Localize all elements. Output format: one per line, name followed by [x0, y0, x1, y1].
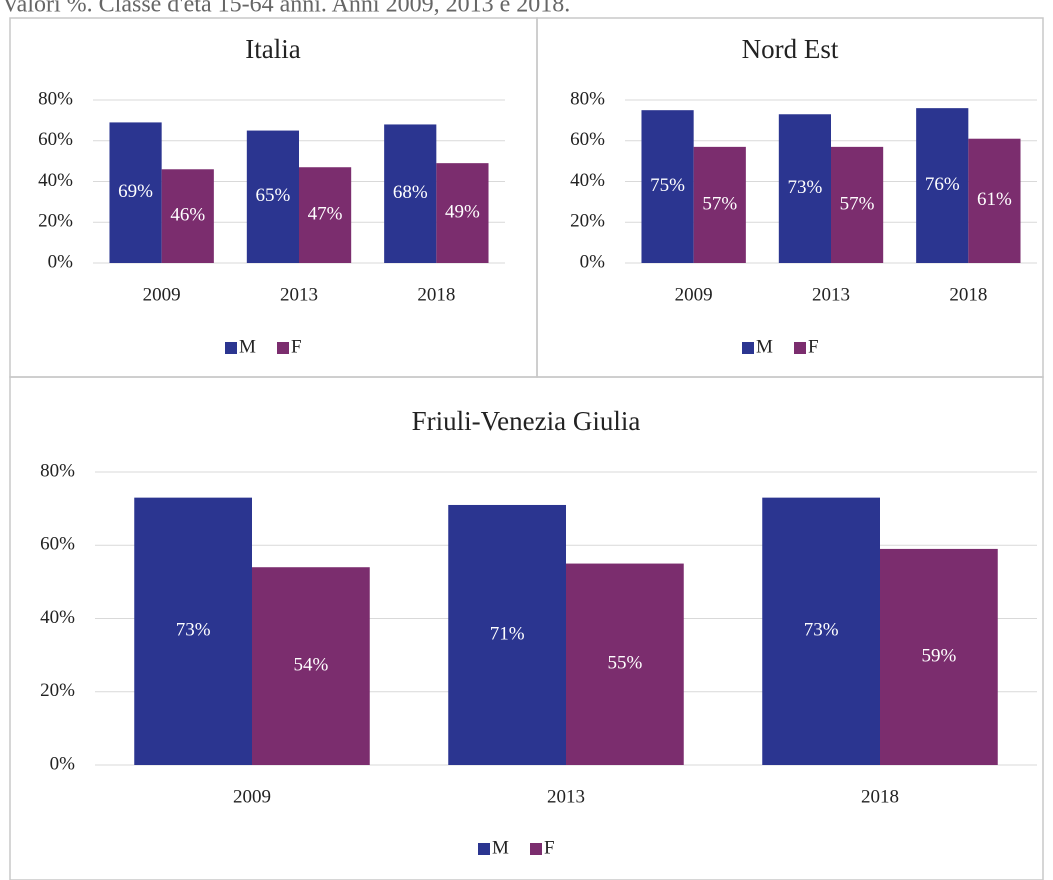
- x-tick-label: 2018: [949, 284, 987, 305]
- chart-title: Friuli-Venezia Giulia: [412, 406, 641, 436]
- bar: [299, 167, 352, 263]
- data-label: 75%: [650, 175, 685, 196]
- chart-title: Nord Est: [742, 34, 839, 64]
- bar: [246, 130, 299, 263]
- bar: [566, 563, 684, 765]
- x-tick-label: 2013: [280, 284, 318, 305]
- data-label: 68%: [393, 182, 428, 203]
- x-tick-label: 2009: [675, 284, 713, 305]
- y-tick-label: 60%: [570, 129, 605, 150]
- bar: [916, 108, 969, 264]
- y-tick-label: 20%: [38, 211, 73, 232]
- legend-label: F: [291, 336, 302, 357]
- y-tick-label: 20%: [570, 211, 605, 232]
- bar: [134, 497, 252, 765]
- chart-title: Italia: [245, 34, 300, 64]
- y-tick-label: 0%: [50, 753, 76, 774]
- data-label: 46%: [170, 204, 205, 225]
- bar: [693, 146, 746, 263]
- caption: Valori %. Classe d'età 15-64 anni. Anni …: [2, 0, 570, 18]
- bar: [831, 146, 884, 263]
- bar: [161, 169, 214, 263]
- y-tick-label: 80%: [570, 88, 605, 109]
- bar: [384, 124, 437, 263]
- data-label: 65%: [255, 185, 290, 206]
- x-tick-label: 2013: [812, 284, 850, 305]
- y-tick-label: 80%: [40, 460, 75, 481]
- legend-label: M: [239, 336, 256, 357]
- bar: [641, 110, 694, 263]
- legend-label: F: [808, 336, 819, 357]
- bar: [436, 163, 489, 263]
- data-label: 57%: [702, 193, 737, 214]
- legend-swatch: [225, 342, 237, 354]
- x-tick-label: 2018: [417, 284, 455, 305]
- legend-label: F: [544, 837, 555, 858]
- legend-swatch: [530, 843, 542, 855]
- data-label: 73%: [804, 620, 839, 641]
- x-tick-label: 2018: [861, 786, 899, 807]
- panel: [9, 376, 1044, 880]
- y-tick-label: 0%: [48, 251, 74, 272]
- x-tick-label: 2009: [143, 284, 181, 305]
- bar: [109, 122, 162, 263]
- y-tick-label: 60%: [40, 534, 75, 555]
- data-label: 76%: [925, 174, 960, 195]
- x-tick-label: 2009: [233, 786, 271, 807]
- bar: [762, 497, 880, 765]
- data-label: 57%: [840, 193, 875, 214]
- data-label: 71%: [490, 623, 525, 644]
- bar: [448, 504, 566, 765]
- bar: [968, 138, 1021, 263]
- y-tick-label: 40%: [570, 170, 605, 191]
- y-tick-label: 20%: [40, 680, 75, 701]
- legend-swatch: [478, 843, 490, 855]
- bar: [252, 567, 370, 765]
- legend-swatch: [794, 342, 806, 354]
- bar: [880, 548, 998, 765]
- data-label: 73%: [787, 177, 822, 198]
- data-label: 47%: [308, 203, 343, 224]
- data-label: 61%: [977, 189, 1012, 210]
- data-label: 73%: [176, 620, 211, 641]
- y-tick-label: 60%: [38, 129, 73, 150]
- y-tick-label: 80%: [38, 88, 73, 109]
- y-tick-label: 40%: [40, 607, 75, 628]
- data-label: 59%: [921, 645, 956, 666]
- data-label: 54%: [293, 654, 328, 675]
- legend-swatch: [277, 342, 289, 354]
- data-label: 69%: [118, 181, 153, 202]
- y-tick-label: 0%: [580, 251, 606, 272]
- x-tick-label: 2013: [547, 786, 585, 807]
- bar: [778, 114, 831, 263]
- y-tick-label: 40%: [38, 170, 73, 191]
- data-label: 49%: [445, 201, 480, 222]
- data-label: 55%: [607, 653, 642, 674]
- legend-label: M: [492, 837, 509, 858]
- legend-swatch: [742, 342, 754, 354]
- legend-label: M: [756, 336, 773, 357]
